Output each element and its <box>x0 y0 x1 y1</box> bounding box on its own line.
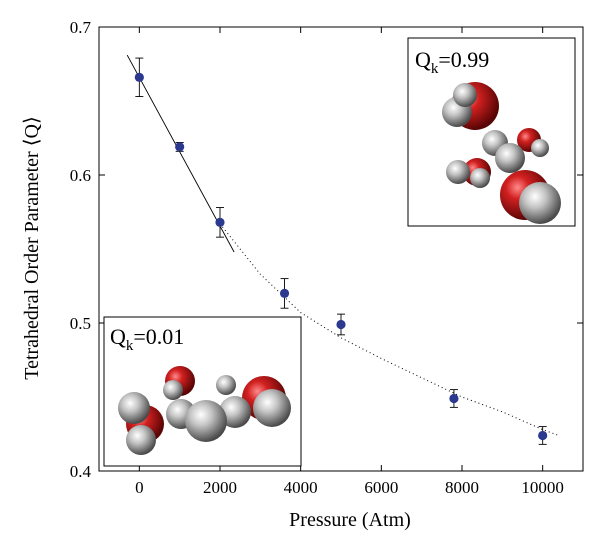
inset-high-q: Qk=0.99 <box>407 37 576 227</box>
x-tick-label: 10000 <box>521 478 564 497</box>
y-tick-label: 0.7 <box>70 18 92 37</box>
x-tick-label: 4000 <box>284 478 318 497</box>
inset-high-q-sub: k <box>431 61 439 77</box>
y-axis-label: Tetrahedral Order Parameter ⟨Q⟩ <box>21 116 43 380</box>
inset-low-q-sub: k <box>126 338 134 354</box>
y-ticks: 0.4 0.5 0.6 0.7 <box>70 18 583 481</box>
inset-low-q-q: Q <box>110 324 126 349</box>
inset-low-q-label: Qk=0.01 <box>110 324 184 354</box>
inset-low-q-value: =0.01 <box>133 324 184 349</box>
inset-high-q-q: Q <box>415 47 431 72</box>
molecule-cluster-high-q <box>442 82 561 224</box>
x-ticks: 0 2000 4000 6000 8000 10000 <box>135 27 564 497</box>
data-point <box>449 393 459 404</box>
data-point <box>215 217 225 227</box>
data-points <box>134 72 548 441</box>
inset-high-q-value: =0.99 <box>438 47 489 72</box>
data-point <box>134 72 144 82</box>
data-point <box>336 319 346 330</box>
y-tick-label: 0.6 <box>70 166 91 185</box>
data-point <box>175 142 185 152</box>
x-tick-label: 0 <box>135 478 144 497</box>
inset-high-q-label: Qk=0.99 <box>415 47 489 77</box>
molecule-cluster-low-q <box>118 366 291 455</box>
x-axis-label: Pressure (Atm) <box>289 509 411 531</box>
x-tick-label: 2000 <box>203 478 237 497</box>
inset-low-q: Qk=0.01 <box>103 316 302 467</box>
x-tick-label: 8000 <box>445 478 479 497</box>
plot-frame <box>98 26 584 472</box>
data-point <box>538 430 548 441</box>
x-tick-label: 6000 <box>364 478 398 497</box>
fit-line-solid <box>126 54 235 253</box>
y-tick-label: 0.5 <box>70 314 91 333</box>
y-tick-label: 0.4 <box>70 462 92 481</box>
data-point <box>279 288 290 298</box>
